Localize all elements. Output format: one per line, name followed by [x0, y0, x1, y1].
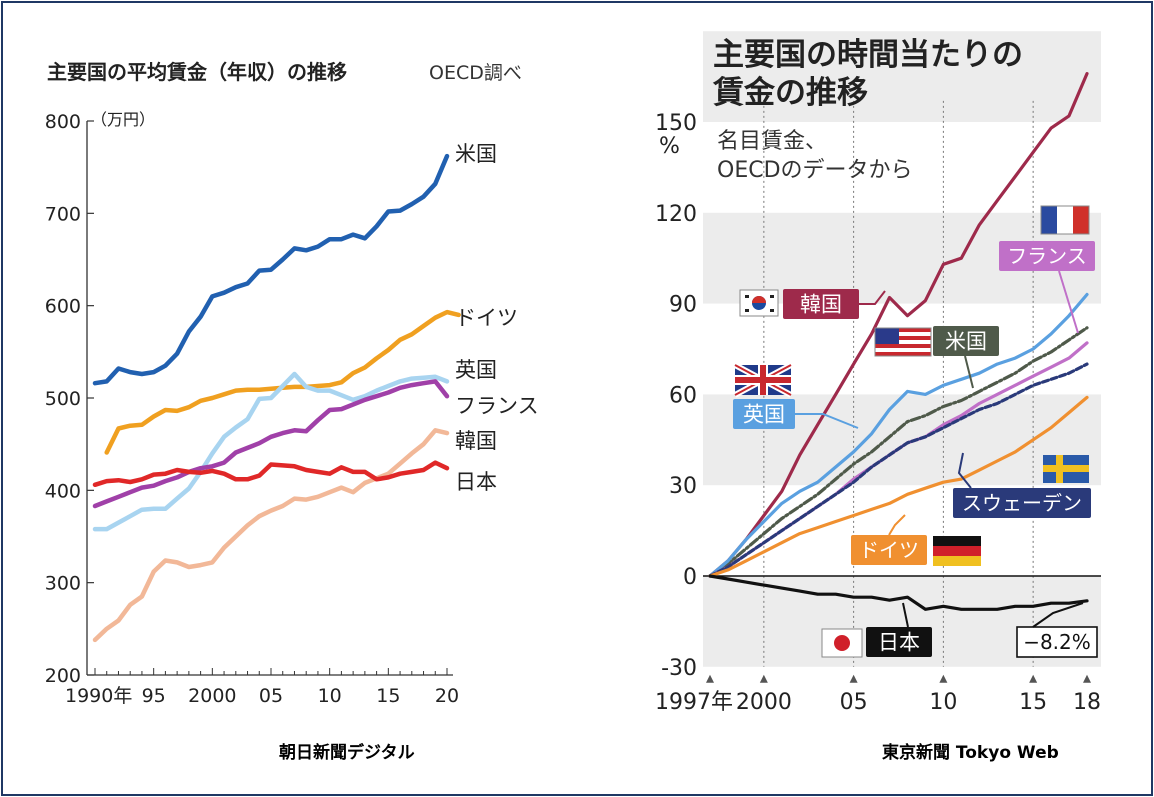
right-x-tick-label: 15	[1019, 690, 1047, 715]
label-leader-line	[957, 452, 972, 489]
label-leader-line	[888, 514, 906, 536]
right-subtitle-line2: OECDのデータから	[717, 158, 913, 183]
right-series-line	[708, 362, 1089, 578]
left-y-tick-label: 700	[45, 203, 81, 225]
flag-us-icon	[874, 327, 932, 357]
left-x-tick-label: 1990年	[65, 685, 132, 707]
left-series-label: 英国	[455, 358, 497, 382]
right-title-line1: 主要国の時間当たりの	[713, 37, 1023, 73]
right-x-tick-marker	[939, 674, 948, 683]
label-jp: 日本	[878, 631, 920, 655]
right-y-tick-label: 90	[669, 293, 697, 318]
right-series-line	[708, 71, 1089, 578]
label-kr-box	[783, 289, 859, 319]
right-y-tick-label: -30	[661, 656, 697, 681]
left-series-line	[92, 460, 450, 488]
right-y-unit-label: %	[659, 134, 680, 159]
right-x-tick-label: 2000	[736, 690, 792, 715]
right-y-tick-label: 0	[683, 565, 697, 590]
flag-fr-icon	[1040, 205, 1090, 235]
label-leader-line	[795, 413, 859, 429]
right-x-tick-label: 1997年	[655, 690, 733, 715]
label-leader-line	[902, 602, 909, 628]
label-kr: 韓国	[800, 293, 842, 317]
flag-se-icon	[1043, 455, 1089, 483]
right-x-tick-label: 10	[929, 690, 957, 715]
left-series-line	[92, 428, 450, 643]
left-annual-wage-chart: 主要国の平均賃金（年収）の推移 OECD調べ （万円） 200 300 400 500…	[45, 60, 539, 707]
label-leader-line	[859, 290, 886, 305]
label-leader-line	[964, 355, 974, 389]
left-series-line	[92, 153, 450, 386]
left-series-line	[92, 379, 450, 509]
left-y-tick-label: 400	[45, 480, 81, 502]
left-y-tick-label: 500	[45, 388, 81, 410]
right-y-tick-label: 60	[669, 383, 697, 408]
left-series-label: 日本	[455, 470, 497, 494]
right-x-tick-marker	[706, 674, 714, 683]
flag-uk-icon	[733, 362, 793, 398]
label-leader-line	[1058, 270, 1079, 334]
label-uk: 英国	[743, 403, 785, 427]
flag-kr-icon	[739, 289, 779, 317]
label-se-box	[953, 488, 1091, 518]
left-y-tick-label: 200	[45, 665, 81, 687]
left-x-tick-label: 95	[142, 685, 166, 707]
label-fr-box	[999, 241, 1095, 271]
right-y-tick-label: 120	[655, 202, 697, 227]
right-grid-band	[703, 91, 1101, 122]
annotation-final-japan-value: −8.2%	[1023, 630, 1091, 654]
right-series-line	[708, 574, 1089, 611]
left-y-unit-label: （万円）	[91, 110, 155, 129]
left-series-label: ドイツ	[455, 306, 518, 330]
left-series-label: 米国	[455, 142, 497, 166]
left-series-line	[92, 371, 450, 532]
left-x-tick-label: 20	[435, 685, 459, 707]
label-leader-line	[1032, 602, 1084, 628]
left-x-tick-label: 2000	[188, 685, 236, 707]
right-subtitle-line1: 名目賃金、	[717, 129, 827, 154]
left-y-tick-label: 300	[45, 573, 81, 595]
right-x-tick-marker	[759, 674, 768, 683]
left-source-note: OECD調べ	[429, 62, 522, 84]
label-us: 米国	[945, 330, 987, 354]
label-de-box	[851, 535, 927, 565]
label-se: スウェーデン	[962, 491, 1082, 515]
right-x-tick-marker	[849, 674, 858, 683]
left-y-tick-label: 800	[45, 111, 81, 133]
right-x-tick-label: 05	[840, 690, 868, 715]
annotation-box	[1016, 626, 1098, 658]
label-de: ドイツ	[859, 538, 919, 562]
left-x-tick-label: 15	[376, 685, 400, 707]
left-x-tick-label: 05	[259, 685, 283, 707]
left-x-tick-label: 10	[318, 685, 342, 707]
left-series-label: フランス	[455, 394, 539, 418]
right-y-tick-label: 30	[669, 474, 697, 499]
right-series-line	[708, 292, 1089, 578]
right-y-tick-label: 150	[655, 111, 697, 136]
left-chart-title: 主要国の平均賃金（年収）の推移	[47, 60, 347, 84]
left-series-label: 韓国	[455, 429, 497, 453]
label-fr: フランス	[1007, 244, 1087, 268]
flag-jp-icon	[821, 628, 863, 658]
label-jp-box	[866, 627, 932, 657]
label-us-box	[933, 326, 999, 356]
right-x-tick-marker	[1029, 674, 1038, 683]
right-x-tick-marker	[1083, 674, 1091, 683]
flag-de-icon	[933, 536, 981, 566]
right-title-line2: 賃金の推移	[712, 75, 868, 111]
right-series-line	[708, 395, 1089, 578]
right-credit: 東京新聞 Tokyo Web	[882, 743, 1059, 763]
label-uk-box	[733, 399, 795, 429]
left-credit: 朝日新聞デジタル	[279, 743, 415, 763]
right-series-line	[708, 326, 1089, 578]
left-y-tick-label: 600	[45, 296, 81, 318]
right-x-tick-label: 18	[1073, 690, 1101, 715]
